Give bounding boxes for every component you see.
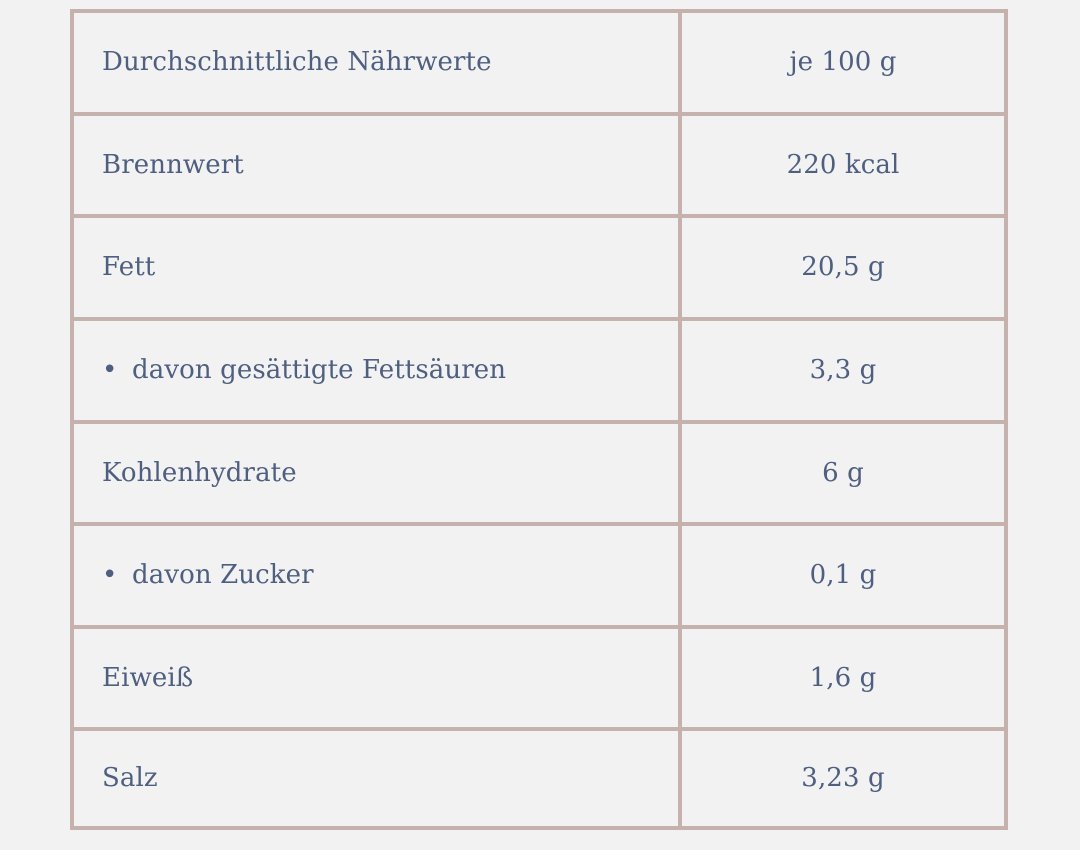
nutrition-label-text: Eiweiß (102, 662, 194, 693)
nutrition-value-text: je 100 g (789, 47, 897, 78)
nutrition-label-cell: Kohlenhydrate (70, 419, 678, 523)
nutrition-label-cell: • davon Zucker (70, 522, 678, 625)
nutrition-label-text: Salz (102, 763, 158, 794)
nutrition-value-cell: 3,23 g (678, 727, 1008, 830)
nutrition-label-text: Durchschnittliche Nährwerte (102, 47, 492, 78)
nutrition-label-cell: Eiweiß (70, 624, 678, 728)
nutrition-label-cell: Durchschnittliche Nährwerte (70, 9, 678, 112)
nutrition-label-cell: • davon gesättigte Fettsäuren (70, 316, 678, 420)
nutrition-label-text: Fett (102, 252, 156, 283)
table-row: Salz 3,23 g (70, 727, 1008, 830)
nutrition-label-text: Brennwert (102, 149, 244, 180)
table-row: Eiweiß 1,6 g (70, 624, 1008, 728)
nutrition-label-cell: Fett (70, 214, 678, 317)
table-row: • davon Zucker 0,1 g (70, 522, 1008, 625)
nutrition-value-cell: 1,6 g (678, 624, 1008, 728)
nutrition-sub-item: • davon gesättigte Fettsäuren (102, 354, 506, 387)
nutrition-value-cell: je 100 g (678, 9, 1008, 112)
nutrition-facts-table: Durchschnittliche Nährwerte je 100 g Bre… (70, 9, 1008, 830)
nutrition-label-cell: Salz (70, 727, 678, 830)
nutrition-value-text: 0,1 g (809, 560, 877, 591)
nutrition-value-text: 220 kcal (786, 149, 900, 180)
table-row: • davon gesättigte Fettsäuren 3,3 g (70, 316, 1008, 420)
bullet-icon: • (102, 354, 118, 385)
nutrition-value-cell: 0,1 g (678, 522, 1008, 625)
table-row: Kohlenhydrate 6 g (70, 419, 1008, 523)
nutrition-table-container: Durchschnittliche Nährwerte je 100 g Bre… (70, 9, 1008, 830)
table-row: Brennwert 220 kcal (70, 111, 1008, 215)
nutrition-value-text: 3,23 g (801, 763, 885, 794)
nutrition-table-body: Durchschnittliche Nährwerte je 100 g Bre… (70, 9, 1008, 830)
nutrition-value-text: 1,6 g (809, 662, 877, 693)
nutrition-sub-item: • davon Zucker (102, 559, 314, 592)
nutrition-value-text: 6 g (822, 457, 864, 488)
nutrition-label-text: davon gesättigte Fettsäuren (132, 354, 507, 385)
nutrition-label-cell: Brennwert (70, 111, 678, 215)
nutrition-value-cell: 3,3 g (678, 316, 1008, 420)
table-row: Durchschnittliche Nährwerte je 100 g (70, 9, 1008, 112)
nutrition-label-text: Kohlenhydrate (102, 457, 297, 488)
nutrition-value-cell: 220 kcal (678, 111, 1008, 215)
table-row: Fett 20,5 g (70, 214, 1008, 317)
nutrition-label-text: davon Zucker (132, 560, 314, 591)
bullet-icon: • (102, 560, 118, 591)
nutrition-value-text: 20,5 g (801, 252, 885, 283)
nutrition-value-cell: 20,5 g (678, 214, 1008, 317)
nutrition-value-text: 3,3 g (809, 354, 877, 385)
nutrition-value-cell: 6 g (678, 419, 1008, 523)
